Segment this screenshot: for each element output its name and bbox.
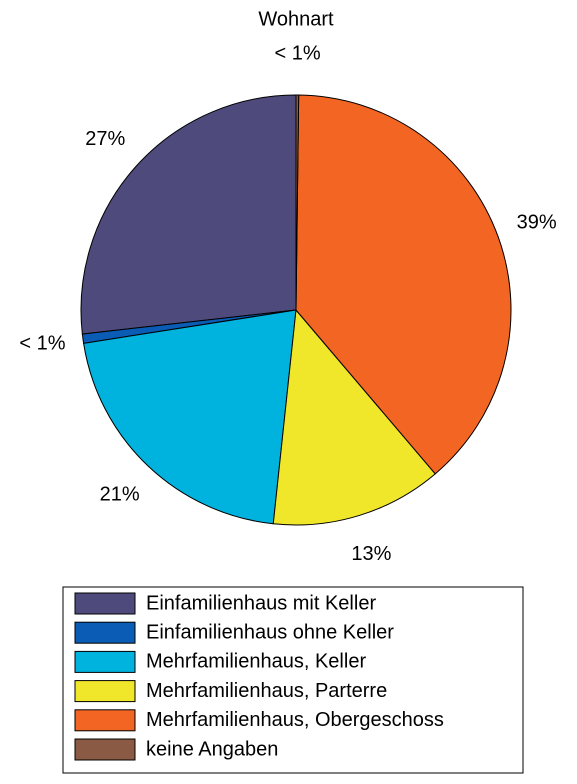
slice-label: 39% — [517, 212, 557, 234]
pie-slice — [295, 94, 512, 475]
legend-swatch — [74, 621, 136, 644]
slice-label: < 1% — [275, 42, 321, 64]
pie-slice — [272, 308, 436, 526]
legend-label: keine Angaben — [146, 738, 278, 760]
slice-label: 27% — [85, 128, 125, 150]
slice-label: 21% — [100, 484, 140, 506]
pie-slice — [80, 94, 297, 335]
legend-label: Mehrfamilienhaus, Obergeschoss — [146, 709, 444, 731]
legend-label: Mehrfamilienhaus, Keller — [146, 651, 366, 673]
slice-label: 13% — [351, 543, 391, 565]
legend-box — [62, 586, 524, 774]
legend-label: Mehrfamilienhaus, Parterre — [146, 680, 387, 702]
legend-swatch — [74, 650, 136, 673]
pie-slice — [83, 309, 297, 525]
legend-swatch — [74, 709, 136, 732]
legend-swatch — [74, 680, 136, 703]
legend-swatch — [74, 592, 136, 615]
slice-label: < 1% — [19, 332, 65, 354]
legend-swatch — [74, 738, 136, 761]
legend-label: Einfamilienhaus ohne Keller — [146, 621, 394, 643]
legend-label: Einfamilienhaus mit Keller — [146, 592, 376, 614]
pie-slice — [295, 94, 300, 311]
chart-title: Wohnart — [258, 8, 334, 30]
